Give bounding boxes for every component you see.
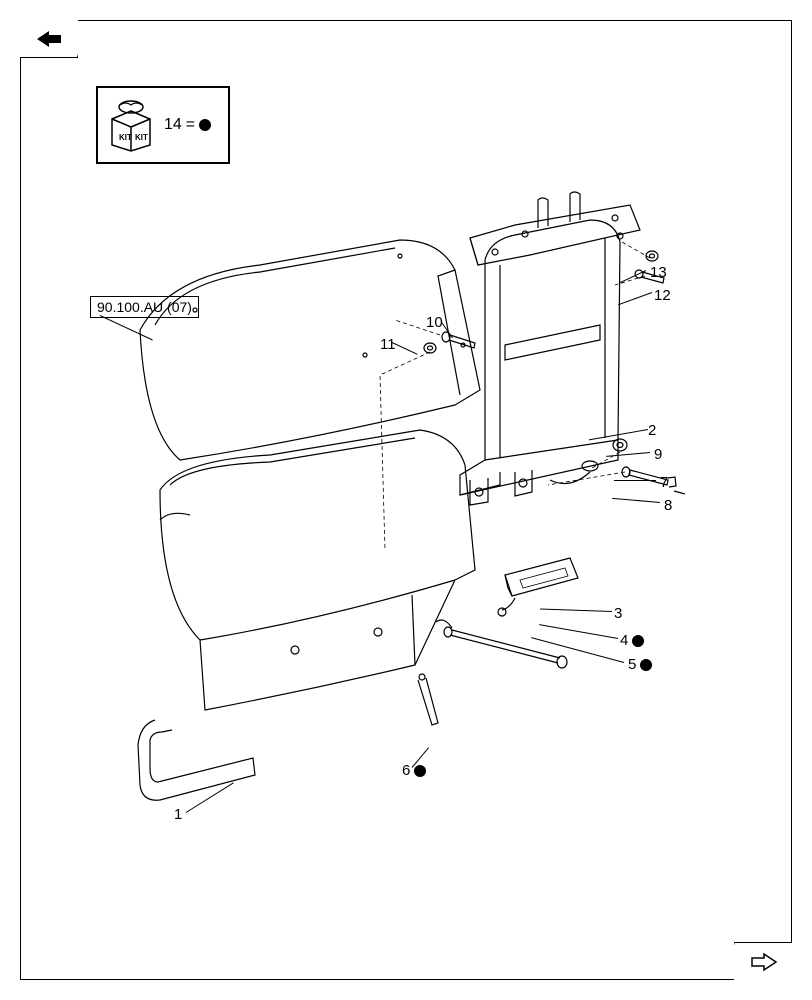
callout-number: 1 xyxy=(174,806,182,823)
parts-diagram xyxy=(60,180,740,860)
kit-number: 14 xyxy=(164,116,182,134)
callout-number: 7 xyxy=(660,474,668,491)
callout-11: 11 xyxy=(380,336,396,353)
bullet-icon xyxy=(632,635,644,647)
bullet-icon xyxy=(414,765,426,777)
callout-number: 5 xyxy=(628,656,636,673)
callout-5: 5 xyxy=(628,656,652,673)
callout-number: 3 xyxy=(614,605,622,622)
callout-number: 4 xyxy=(620,632,628,649)
callout-8: 8 xyxy=(664,497,672,514)
callout-number: 6 xyxy=(402,762,410,779)
callout-3: 3 xyxy=(614,605,622,622)
callout-number: 11 xyxy=(380,336,396,353)
callout-2: 2 xyxy=(648,422,656,439)
callout-1: 1 xyxy=(174,806,182,823)
svg-text:KIT: KIT xyxy=(119,133,132,142)
callout-number: 13 xyxy=(650,264,667,281)
callout-number: 8 xyxy=(664,497,672,514)
arrow-right-icon xyxy=(750,952,778,972)
arrow-left-icon xyxy=(35,29,63,49)
bullet-icon xyxy=(640,659,652,671)
svg-text:KIT: KIT xyxy=(135,133,148,142)
diagram-svg xyxy=(60,180,740,860)
callout-9: 9 xyxy=(654,446,662,463)
kit-item-label: 14 = xyxy=(164,116,211,134)
kit-icon: KIT KIT xyxy=(106,97,156,153)
kit-legend-box: KIT KIT 14 = xyxy=(96,86,230,164)
kit-equals: = xyxy=(186,116,195,134)
callout-number: 2 xyxy=(648,422,656,439)
callout-13: 13 xyxy=(650,264,667,281)
leader-line xyxy=(614,480,656,481)
callout-7: 7 xyxy=(660,474,668,491)
callout-number: 9 xyxy=(654,446,662,463)
callout-number: 12 xyxy=(654,287,671,304)
callout-4: 4 xyxy=(620,632,644,649)
kit-bullet-icon xyxy=(199,119,211,131)
nav-prev-button[interactable] xyxy=(20,20,78,58)
callout-12: 12 xyxy=(654,287,671,304)
nav-next-button[interactable] xyxy=(734,942,792,980)
